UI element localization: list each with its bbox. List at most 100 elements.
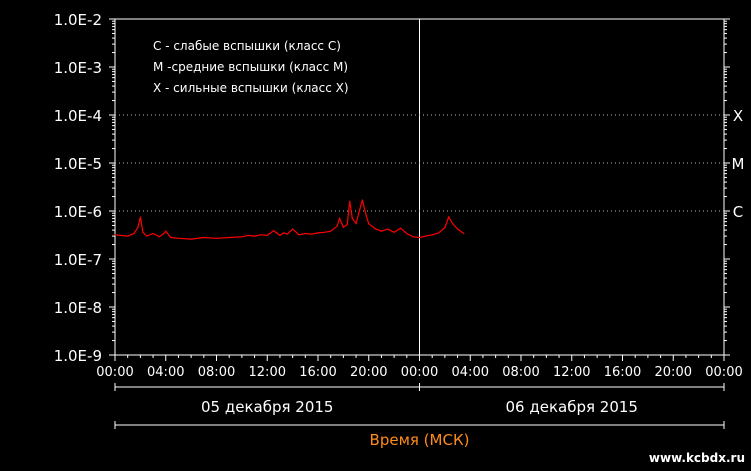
y-tick-label: 1.0E-6: [54, 203, 102, 221]
y-tick-label: 1.0E-7: [54, 251, 102, 269]
y-tick-label: 1.0E-8: [54, 299, 102, 317]
data-point: [437, 232, 440, 234]
x-tick-label: 08:00: [198, 365, 235, 380]
data-point: [177, 237, 180, 239]
data-point: [317, 232, 319, 234]
data-point: [170, 236, 172, 239]
x-tick-label: 20:00: [350, 365, 387, 380]
data-point: [203, 236, 205, 239]
day-labels: 05 декабря 2015 06 декабря 2015: [114, 383, 725, 416]
data-point: [215, 237, 218, 239]
series: [114, 199, 465, 240]
data-point: [351, 217, 353, 220]
data-point: [463, 232, 465, 235]
data-point: [451, 222, 454, 225]
legend-entry: X - сильные вспышки (класс X): [153, 81, 349, 95]
data-point: [228, 236, 230, 239]
x-tick-label: 12:00: [249, 365, 286, 380]
data-point: [127, 235, 129, 237]
data-point: [304, 232, 306, 235]
x-tick-label: 04:00: [452, 365, 489, 380]
data-point: [380, 230, 383, 232]
data-point: [448, 216, 450, 218]
data-point: [444, 227, 446, 229]
data-point: [365, 215, 367, 217]
data-point: [338, 217, 341, 220]
x-tick-label: 08:00: [502, 365, 539, 380]
data-point: [359, 208, 361, 210]
day-label: 06 декабря 2015: [506, 398, 638, 416]
x-tick-label: 20:00: [655, 365, 692, 380]
y-axis: 1.0E-2 1.0E-3 1.0E-4 1.0E-5 1.0E-6 1.0E-7 1.0E…: [54, 11, 730, 365]
data-point: [425, 235, 427, 237]
data-point: [323, 231, 325, 233]
x-tick-label: 00:00: [401, 365, 438, 380]
data-point: [139, 216, 141, 218]
data-point: [279, 234, 281, 237]
legend-entry: M -средние вспышки (класс M): [153, 60, 348, 74]
data-point: [387, 228, 389, 230]
threshold-label-m: M: [732, 155, 745, 173]
x-axis-label: Время (МСК): [370, 431, 470, 449]
data-point: [399, 227, 402, 229]
threshold-lines: X M C: [115, 107, 744, 221]
data-point: [133, 232, 135, 235]
data-point: [456, 228, 459, 230]
x-tick-label: 16:00: [604, 365, 641, 380]
x-axis: 00:00 04:00 08:00 12:00 16:00 20:00 00:00 04:00…: [96, 355, 743, 380]
data-point: [137, 227, 139, 229]
data-point: [146, 235, 148, 237]
y-tick-label: 1.0E-9: [54, 347, 102, 365]
legend: C - слабые вспышки (класс C) M -средние в…: [153, 39, 349, 95]
data-point: [114, 234, 116, 236]
data-point: [393, 231, 395, 233]
y-tick-label: 1.0E-2: [54, 11, 102, 29]
day-label: 05 декабря 2015: [201, 398, 333, 416]
x-axis-title: Время (МСК): [114, 421, 725, 449]
x-tick-label: 16:00: [299, 365, 336, 380]
data-point: [162, 233, 164, 235]
data-point: [260, 234, 262, 236]
data-point: [374, 227, 376, 230]
y-tick-label: 1.0E-3: [54, 59, 102, 77]
data-point: [346, 224, 348, 226]
data-point: [241, 236, 243, 238]
data-point: [266, 234, 268, 237]
data-point: [418, 236, 421, 239]
y-tick-label: 1.0E-4: [54, 107, 102, 125]
data-point: [330, 230, 332, 232]
data-point: [292, 228, 294, 230]
data-point: [247, 234, 249, 237]
data-point: [142, 231, 144, 233]
data-point: [368, 223, 370, 225]
data-point: [283, 232, 285, 234]
data-point: [165, 230, 167, 232]
x-tick-label: 00:00: [96, 365, 133, 380]
watermark: www.kcbdx.ru: [648, 451, 745, 465]
data-point: [412, 236, 414, 238]
data-point: [336, 225, 338, 227]
x-tick-label: 12:00: [553, 365, 590, 380]
threshold-label-x: X: [733, 107, 743, 125]
data-point: [349, 200, 351, 202]
data-point: [158, 236, 161, 238]
data-point: [342, 226, 344, 228]
data-point: [355, 222, 357, 225]
data-point: [286, 233, 289, 235]
data-point: [152, 232, 154, 235]
data-point: [253, 235, 256, 237]
data-point: [190, 238, 192, 240]
x-tick-label: 04:00: [147, 365, 184, 380]
x-tick-label: 00:00: [705, 365, 742, 380]
data-point: [431, 234, 433, 236]
data-point: [272, 230, 275, 232]
y-tick-label: 1.0E-5: [54, 155, 102, 173]
data-point: [298, 234, 300, 236]
data-point: [406, 232, 408, 235]
data-point: [311, 233, 313, 235]
threshold-label-c: C: [733, 203, 743, 221]
data-point: [361, 199, 364, 201]
legend-entry: C - слабые вспышки (класс C): [153, 39, 341, 53]
xray-flux-line: [114, 199, 465, 240]
